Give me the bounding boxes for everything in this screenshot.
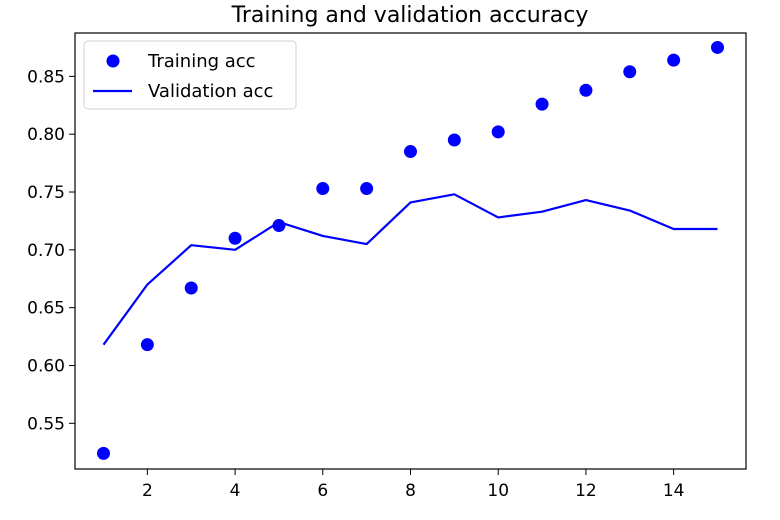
chart-title: Training and validation accuracy [231, 3, 589, 28]
y-tick-label: 0.80 [27, 125, 65, 145]
training-acc-point [404, 145, 417, 159]
training-acc-point [491, 125, 505, 139]
x-tick-label: 12 [575, 481, 597, 501]
plot-area: 2 4 6 8 10 12 14 0.55 0.60 0.65 0.70 0.75 0.80 0.85 [27, 32, 747, 501]
y-tick-label: 0.55 [27, 414, 65, 434]
y-tick-label: 0.70 [27, 241, 65, 261]
training-acc-point [316, 182, 330, 196]
training-acc-point [360, 182, 374, 196]
x-tick-label: 2 [142, 481, 153, 501]
x-tick-label: 6 [317, 481, 328, 501]
training-acc-point [184, 281, 198, 295]
y-tick-label: 0.65 [27, 299, 65, 319]
training-acc-point [579, 83, 593, 97]
y-tick-label: 0.85 [27, 67, 65, 87]
legend: Training acc Validation acc [83, 40, 297, 110]
legend-box [83, 40, 297, 110]
training-acc-point [535, 97, 549, 111]
training-acc-point [228, 231, 242, 245]
legend-label: Validation acc [148, 81, 273, 102]
training-acc-point [97, 446, 111, 460]
training-acc-point [667, 53, 681, 67]
validation-acc-line [102, 193, 718, 346]
training-acc-point [447, 133, 461, 147]
legend-label: Training acc [147, 51, 256, 72]
x-tick-label: 14 [663, 481, 685, 501]
x-tick-label: 8 [405, 481, 416, 501]
training-acc-point [710, 40, 724, 54]
training-acc-point [140, 338, 154, 352]
x-tick-label: 10 [487, 481, 509, 501]
x-tick-label: 4 [230, 481, 241, 501]
y-tick-label: 0.75 [27, 183, 65, 203]
y-tick-label: 0.60 [27, 356, 65, 376]
legend-marker-swatch [106, 54, 120, 68]
training-acc-point [623, 65, 637, 79]
